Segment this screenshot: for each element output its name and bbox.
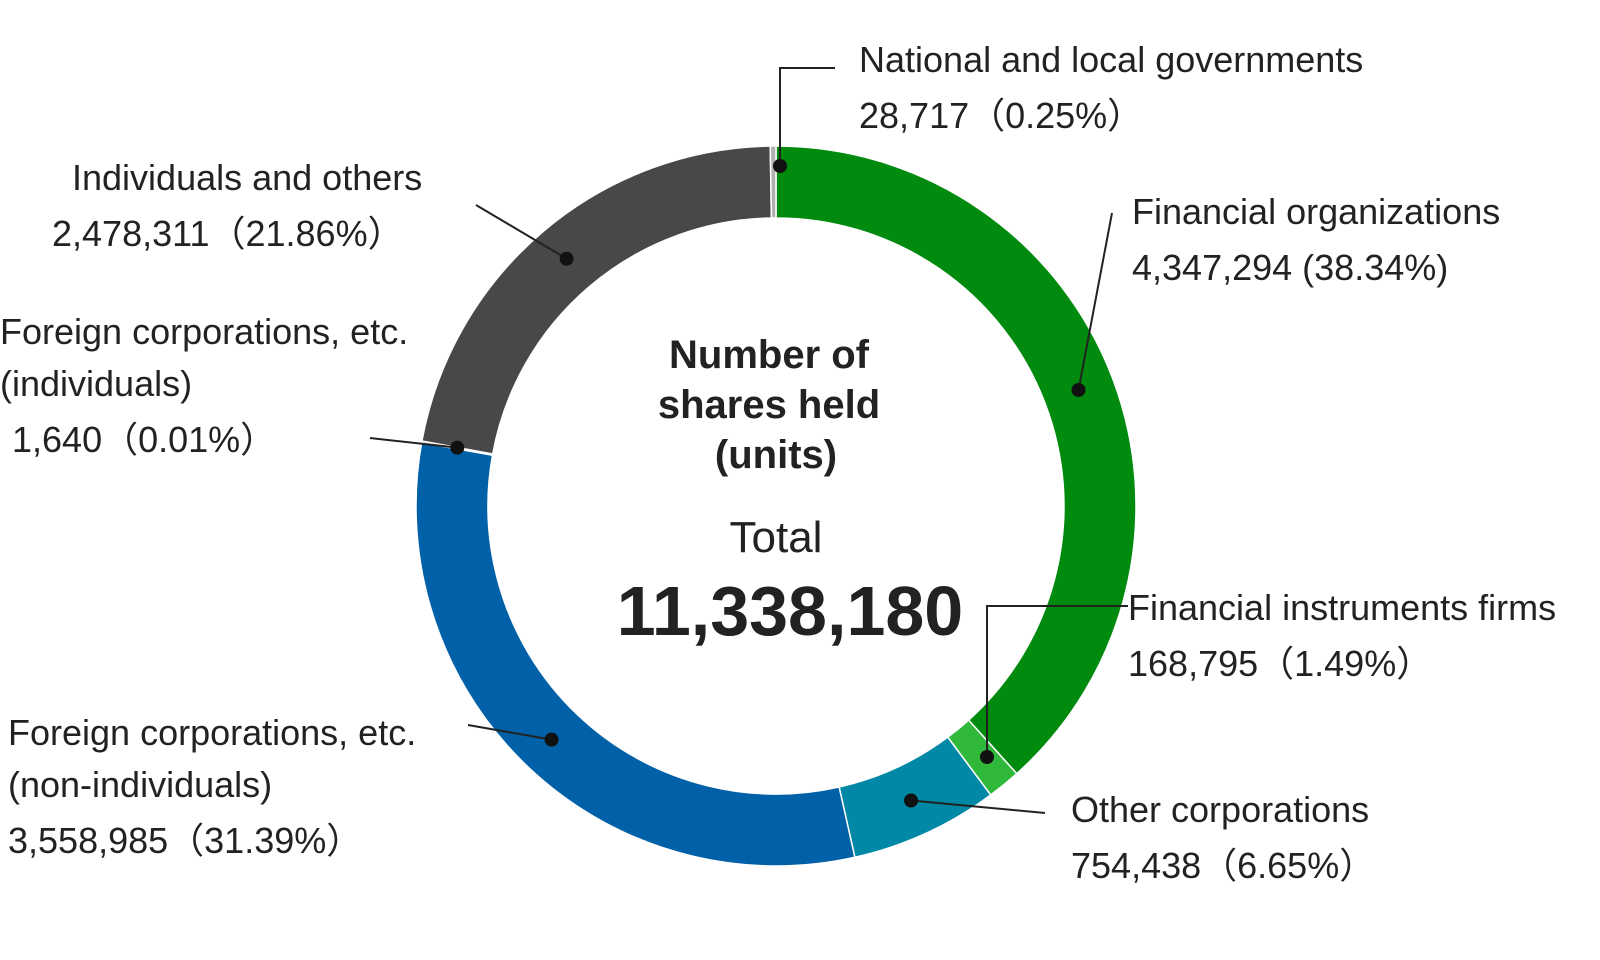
leader-line-foreign-individuals (369, 437, 458, 449)
donut-slice-foreign-non-individuals (415, 440, 856, 867)
segment-label-individuals-and-others-line-1: Individuals and others (72, 157, 422, 198)
segment-value-individuals-and-others: 2,478,311（21.86%） (52, 213, 404, 254)
segment-label-foreign-non-individuals-line-2: (non-individuals) (8, 764, 272, 805)
segment-labels: Financial organizations 4,347,294 (38.34%… (0, 39, 1556, 886)
segment-label-foreign-individuals-line-2: (individuals) (0, 363, 192, 404)
center-title-line-1: Number of (669, 333, 870, 377)
center-title-line-2: shares held (658, 383, 880, 427)
segment-label-financial-instruments-firms-line-1: Financial instruments firms (1128, 587, 1556, 628)
total-label: Total (730, 513, 823, 562)
center-text: Number of shares held (units) Total 11,3… (617, 333, 963, 650)
segment-value-foreign-individuals: 1,640（0.01%） (12, 419, 276, 460)
segment-value-financial-instruments-firms: 168,795（1.49%） (1128, 643, 1432, 684)
leader-line-financial-instruments-firms (986, 605, 1128, 757)
total-value: 11,338,180 (617, 572, 963, 650)
leader-dot-foreign-non-individuals (544, 732, 559, 747)
leader-lines (369, 67, 1128, 814)
segment-value-financial-organizations: 4,347,294 (38.34%) (1132, 247, 1448, 288)
leader-dot-individuals-and-others (559, 251, 574, 266)
segment-label-foreign-individuals-line-1: Foreign corporations, etc. (0, 311, 408, 352)
segment-value-national-and-local-governments: 28,717（0.25%） (859, 95, 1143, 136)
leader-line-national-and-local-governments (779, 67, 835, 166)
segment-label-national-and-local-governments-line-1: National and local governments (859, 39, 1363, 80)
donut-slice-national-and-local-governments (769, 145, 777, 219)
leader-dot-other-corporations (904, 793, 919, 808)
leader-line-individuals-and-others (475, 204, 568, 260)
leader-dot-financial-instruments-firms (980, 750, 994, 764)
leader-line-other-corporations (910, 799, 1046, 814)
leader-line-financial-organizations (1077, 212, 1113, 391)
leader-dot-foreign-individuals (450, 440, 465, 455)
leader-dot-national-and-local-governments (773, 159, 787, 173)
segment-label-foreign-non-individuals-line-1: Foreign corporations, etc. (8, 712, 416, 753)
center-title-line-3: (units) (715, 433, 837, 477)
leader-line-foreign-non-individuals (467, 724, 552, 741)
segment-label-other-corporations-line-1: Other corporations (1071, 789, 1369, 830)
segment-label-financial-organizations-line-1: Financial organizations (1132, 191, 1500, 232)
donut-segments (415, 145, 1137, 867)
donut-slice-financial-organizations (775, 145, 1137, 775)
leader-dot-financial-organizations (1071, 382, 1086, 397)
segment-value-foreign-non-individuals: 3,558,985（31.39%） (8, 820, 362, 861)
segment-value-other-corporations: 754,438（6.65%） (1071, 845, 1375, 886)
